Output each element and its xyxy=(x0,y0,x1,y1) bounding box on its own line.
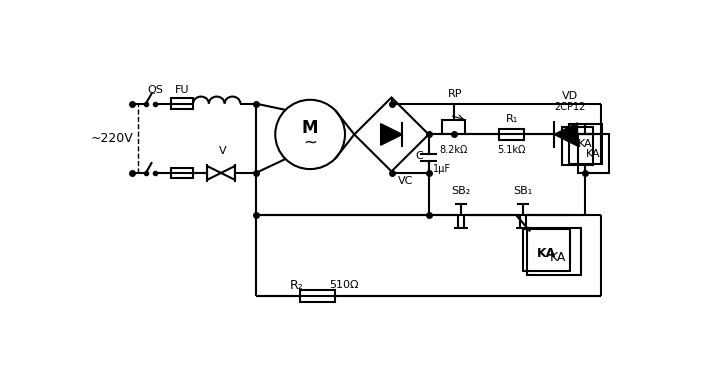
Text: RP: RP xyxy=(448,89,462,99)
Text: 2CP12: 2CP12 xyxy=(554,103,585,112)
Text: 510Ω: 510Ω xyxy=(329,280,359,290)
Text: KA: KA xyxy=(585,149,600,159)
Text: ~: ~ xyxy=(303,133,317,151)
Text: R₁: R₁ xyxy=(506,114,518,124)
Text: KA: KA xyxy=(550,251,566,264)
Text: SB₁: SB₁ xyxy=(513,186,533,196)
Text: M: M xyxy=(302,119,318,137)
Text: FU: FU xyxy=(175,85,189,95)
Polygon shape xyxy=(381,124,403,145)
Bar xyxy=(523,229,570,271)
Text: V: V xyxy=(218,146,226,156)
Text: 8.2kΩ: 8.2kΩ xyxy=(439,145,468,155)
Bar xyxy=(578,135,608,173)
Bar xyxy=(171,168,193,178)
Text: KA: KA xyxy=(537,247,556,260)
Text: C: C xyxy=(416,151,423,161)
Text: QS: QS xyxy=(147,85,163,95)
Bar xyxy=(442,120,465,134)
Bar xyxy=(527,228,581,274)
Bar xyxy=(569,124,601,164)
Text: R₂: R₂ xyxy=(289,279,303,292)
Text: 1μF: 1μF xyxy=(433,164,451,174)
Bar xyxy=(499,129,524,140)
Bar xyxy=(301,290,336,302)
Text: 5.1kΩ: 5.1kΩ xyxy=(498,145,526,155)
Bar xyxy=(562,127,593,165)
Text: VD: VD xyxy=(562,91,578,101)
Text: KA: KA xyxy=(578,139,593,149)
Polygon shape xyxy=(554,123,578,146)
Text: VC: VC xyxy=(398,176,413,186)
Text: SB₂: SB₂ xyxy=(452,186,471,196)
Text: ~220V: ~220V xyxy=(91,132,134,145)
Bar xyxy=(171,98,193,109)
